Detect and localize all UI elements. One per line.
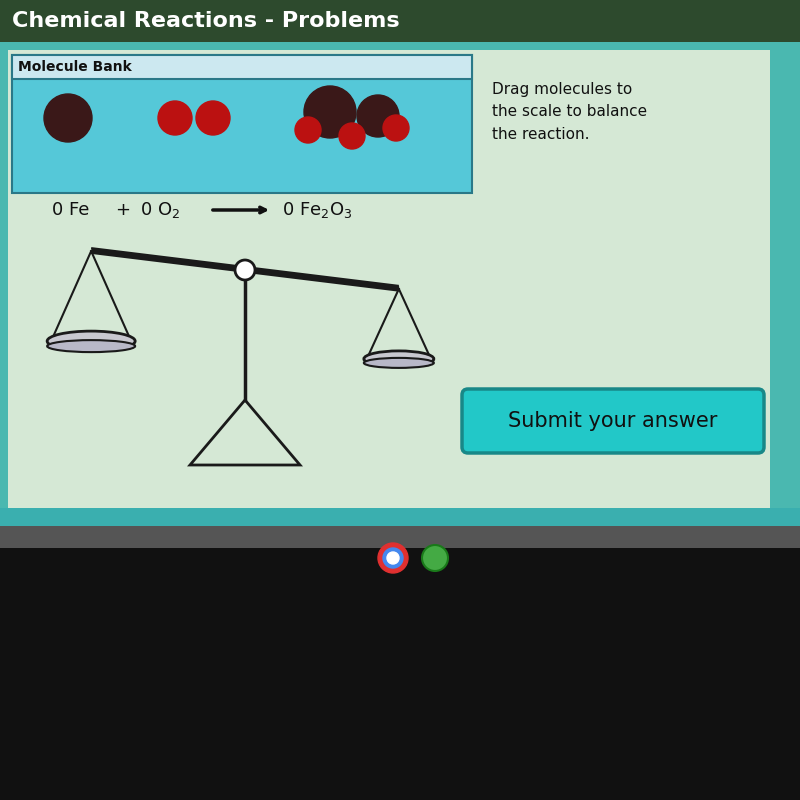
- Ellipse shape: [364, 358, 434, 368]
- Text: Chemical Reactions - Problems: Chemical Reactions - Problems: [12, 11, 400, 31]
- Text: Drag molecules to
the scale to balance
the reaction.: Drag molecules to the scale to balance t…: [492, 82, 647, 142]
- Circle shape: [235, 260, 255, 280]
- Text: +: +: [115, 201, 130, 219]
- FancyBboxPatch shape: [8, 50, 770, 508]
- Text: Submit your answer: Submit your answer: [508, 411, 718, 431]
- FancyBboxPatch shape: [0, 42, 800, 520]
- Circle shape: [383, 548, 403, 568]
- Circle shape: [378, 543, 408, 573]
- Ellipse shape: [47, 331, 135, 351]
- FancyBboxPatch shape: [0, 548, 800, 800]
- FancyBboxPatch shape: [0, 526, 800, 548]
- Text: 0 Fe: 0 Fe: [52, 201, 90, 219]
- Circle shape: [339, 123, 365, 149]
- FancyBboxPatch shape: [0, 0, 800, 42]
- Circle shape: [196, 101, 230, 135]
- FancyBboxPatch shape: [12, 55, 472, 79]
- Ellipse shape: [364, 351, 434, 367]
- Text: 0 Fe$_2$O$_3$: 0 Fe$_2$O$_3$: [282, 200, 353, 220]
- Text: 0 O$_2$: 0 O$_2$: [140, 200, 180, 220]
- Circle shape: [304, 86, 356, 138]
- Circle shape: [295, 117, 321, 143]
- Circle shape: [158, 101, 192, 135]
- FancyBboxPatch shape: [12, 55, 472, 193]
- Ellipse shape: [47, 340, 135, 352]
- Circle shape: [387, 552, 399, 564]
- Circle shape: [44, 94, 92, 142]
- FancyBboxPatch shape: [462, 389, 764, 453]
- Text: Molecule Bank: Molecule Bank: [18, 60, 132, 74]
- Circle shape: [383, 115, 409, 141]
- Circle shape: [422, 545, 448, 571]
- Circle shape: [357, 95, 399, 137]
- FancyBboxPatch shape: [0, 508, 800, 526]
